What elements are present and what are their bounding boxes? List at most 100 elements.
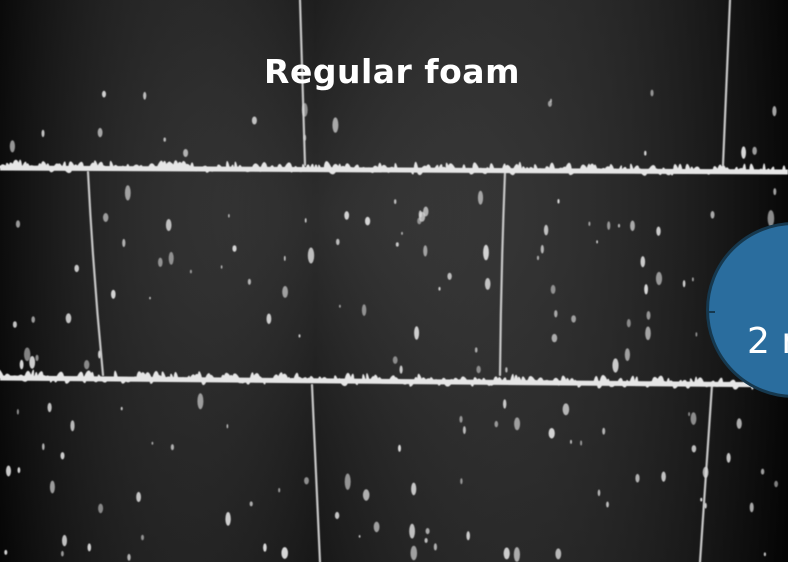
foam-tuft — [225, 161, 231, 170]
foam-droplets — [4, 89, 778, 562]
foam-droplet — [373, 521, 380, 533]
foam-droplet — [484, 278, 491, 290]
foam-droplet — [398, 444, 401, 452]
foam-droplet — [332, 117, 339, 133]
foam-droplet — [6, 465, 11, 477]
foam-droplet — [29, 356, 36, 369]
badge-tick-mark — [709, 311, 715, 313]
foam-droplet — [103, 213, 109, 222]
panel-seam — [310, 383, 322, 562]
foam-droplet — [31, 316, 35, 323]
foam-tuft — [105, 166, 110, 169]
foam-tuft — [452, 168, 459, 171]
foam-droplet — [557, 199, 560, 204]
foam-droplet — [149, 296, 151, 300]
foam-droplet — [358, 535, 361, 538]
foam-droplet — [111, 289, 116, 299]
foam-droplet — [695, 332, 698, 337]
foam-droplet — [602, 427, 606, 435]
foam-droplet — [298, 334, 301, 338]
foam-droplet — [726, 452, 731, 463]
foam-droplet — [690, 412, 697, 425]
foam-droplet — [120, 406, 123, 411]
foam-droplet — [550, 98, 552, 103]
foam-tuft — [362, 373, 367, 382]
foam-tuft — [30, 369, 35, 379]
foam-droplet — [588, 221, 591, 226]
foam-droplet — [682, 280, 686, 288]
foam-droplet — [251, 116, 257, 125]
foam-droplet — [61, 550, 64, 557]
foam-droplet — [513, 547, 521, 562]
foam-droplet — [656, 226, 661, 236]
foam-droplet — [474, 347, 478, 353]
foam-droplet — [247, 278, 251, 285]
photo-title: Regular foam — [264, 52, 520, 91]
foam-droplet — [304, 477, 309, 485]
foam-droplet — [102, 90, 106, 98]
foam-droplet — [543, 224, 549, 236]
foam-droplet — [168, 251, 174, 265]
foam-droplet — [503, 547, 510, 560]
foam-droplet — [281, 547, 289, 559]
foam-droplet — [460, 478, 463, 485]
foam-tuft — [689, 378, 695, 385]
foam-droplet — [41, 129, 45, 138]
foam-droplet — [540, 244, 544, 254]
foam-droplet — [12, 321, 17, 328]
foam-droplet — [16, 409, 19, 415]
foam-droplet — [424, 538, 428, 543]
foam-tuft — [457, 168, 463, 171]
foam-droplet — [336, 238, 340, 246]
foam-droplet — [571, 315, 576, 323]
foam-droplet — [410, 545, 418, 561]
foam-droplet — [476, 365, 481, 374]
foam-droplet — [607, 221, 611, 230]
foam-droplet — [741, 146, 746, 159]
foam-droplet — [74, 264, 79, 273]
foam-droplet — [550, 284, 556, 294]
foam-droplet — [62, 534, 67, 547]
foam-droplet — [692, 277, 694, 282]
foam-droplet — [580, 440, 583, 446]
foam-droplet — [772, 106, 777, 117]
foam-droplet — [124, 185, 131, 201]
foam-droplet — [401, 231, 403, 235]
foam-droplet — [646, 311, 651, 320]
foam-droplet — [548, 428, 555, 439]
foam-droplet — [702, 466, 709, 478]
foam-droplet — [87, 543, 92, 552]
foam-droplet — [425, 528, 430, 535]
foam-droplet — [763, 552, 767, 557]
foam-droplet — [42, 443, 45, 451]
foam-droplet — [399, 365, 403, 374]
foam-droplet — [307, 247, 315, 264]
foam-droplet — [562, 403, 570, 416]
foam-tuft — [313, 164, 319, 170]
foam-droplet — [339, 304, 341, 308]
foam-droplet — [304, 218, 307, 223]
foam-droplet — [4, 549, 8, 555]
foam-droplet — [650, 89, 654, 97]
foam-droplet — [278, 488, 281, 493]
foam-tuft — [625, 170, 631, 174]
foam-droplet — [640, 256, 646, 268]
foam-tuft — [122, 165, 127, 169]
foam-droplet — [644, 284, 648, 295]
foam-droplet — [249, 501, 253, 507]
foam-droplet — [483, 244, 489, 261]
foam-droplet — [189, 269, 192, 274]
foam-tuft — [189, 162, 195, 170]
foam-droplet — [655, 271, 663, 286]
foam-droplet — [459, 415, 463, 423]
foam-droplet — [283, 255, 286, 261]
panel-seam — [498, 170, 507, 377]
foam-droplet — [411, 482, 417, 496]
foam-droplet — [197, 393, 204, 410]
foam-droplet — [263, 543, 267, 552]
foam-tuft — [109, 378, 115, 381]
foam-droplet — [704, 502, 707, 509]
foam-droplet — [122, 238, 126, 248]
foam-droplet — [183, 149, 189, 157]
foam-droplet — [462, 426, 466, 435]
